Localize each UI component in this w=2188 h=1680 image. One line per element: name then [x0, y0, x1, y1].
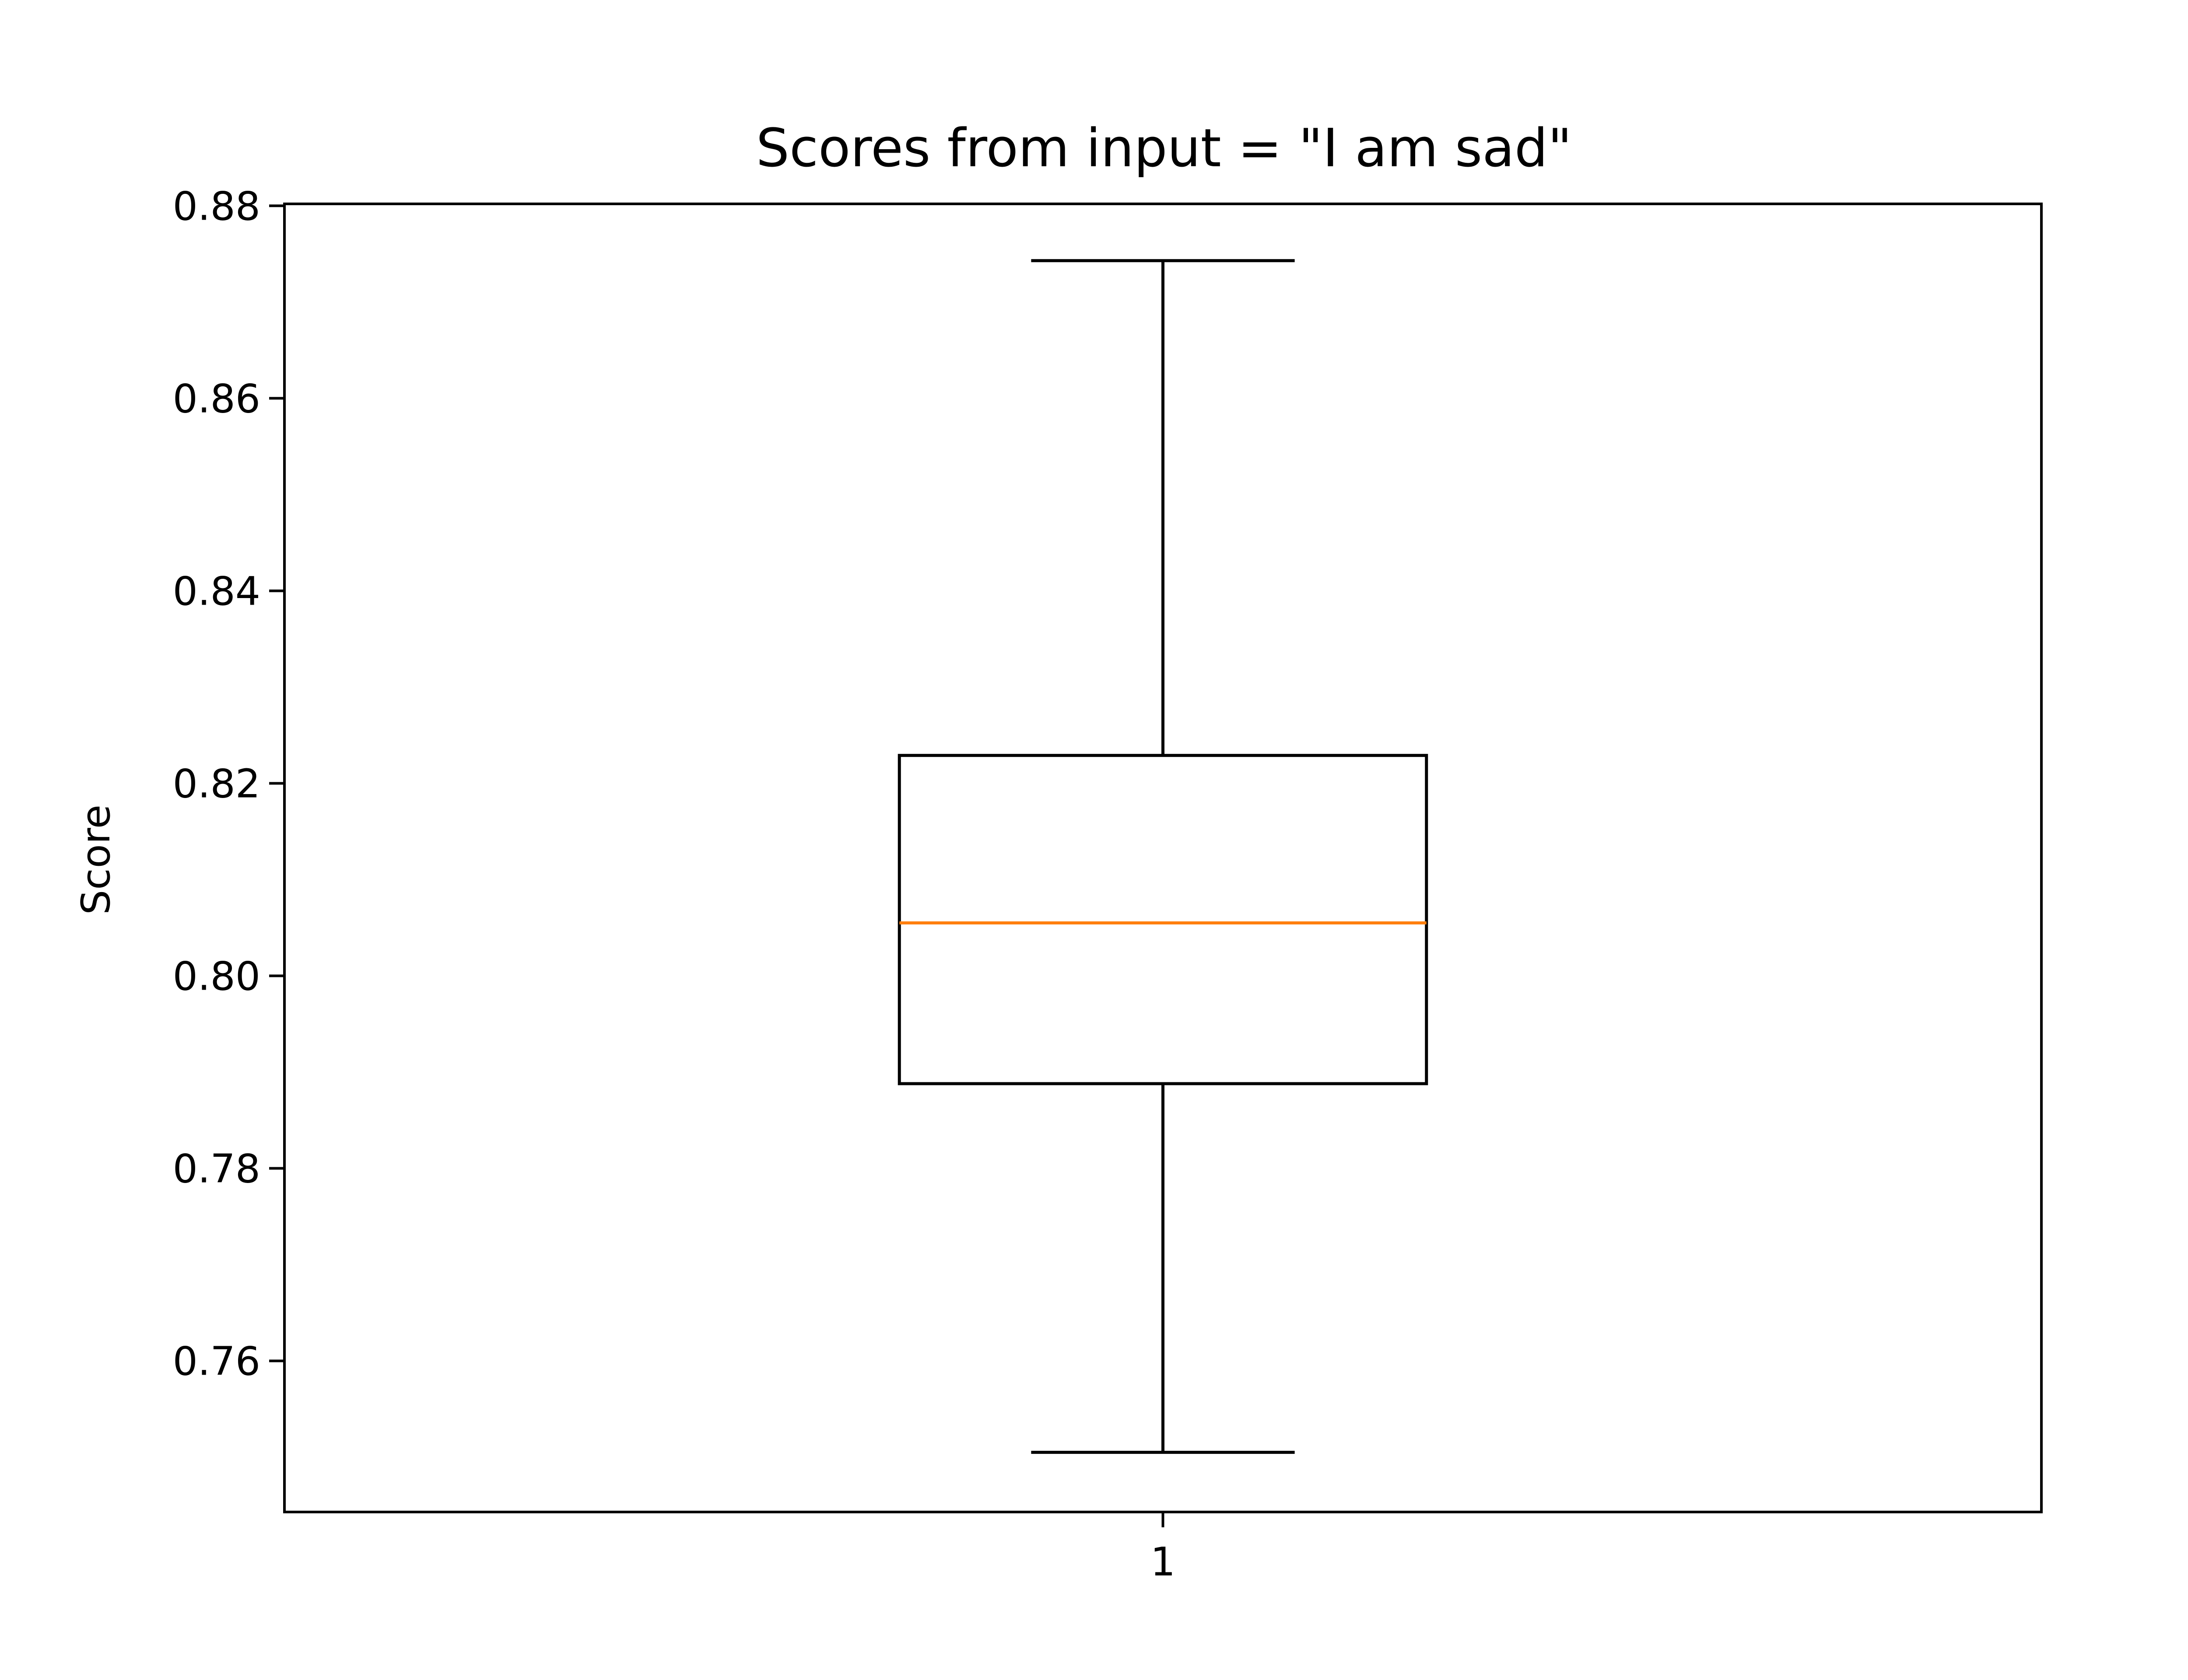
y-tick-label: 0.88: [173, 183, 260, 229]
box-series: [898, 259, 1428, 1454]
x-tick-label: 1: [1150, 1539, 1175, 1585]
x-axis-ticks: 1: [1150, 1512, 1175, 1585]
chart-title: Scores from input = "I am sad": [756, 118, 1572, 179]
plot-area-frame: [283, 203, 2043, 1513]
y-tick-label: 0.84: [173, 568, 260, 614]
box-group: [898, 259, 1428, 1454]
y-tick-label: 0.78: [173, 1146, 260, 1192]
y-tick-label: 0.76: [173, 1339, 260, 1385]
interquartile-box: [898, 754, 1428, 1085]
y-axis-ticks: 0.76 0.78 0.80 0.82 0.84 0.86 0.88: [173, 183, 284, 1385]
y-tick-label: 0.86: [173, 376, 260, 422]
y-tick-label: 0.82: [173, 761, 260, 807]
y-tick-label: 0.80: [173, 954, 260, 1000]
y-axis-label: Score: [73, 805, 119, 915]
